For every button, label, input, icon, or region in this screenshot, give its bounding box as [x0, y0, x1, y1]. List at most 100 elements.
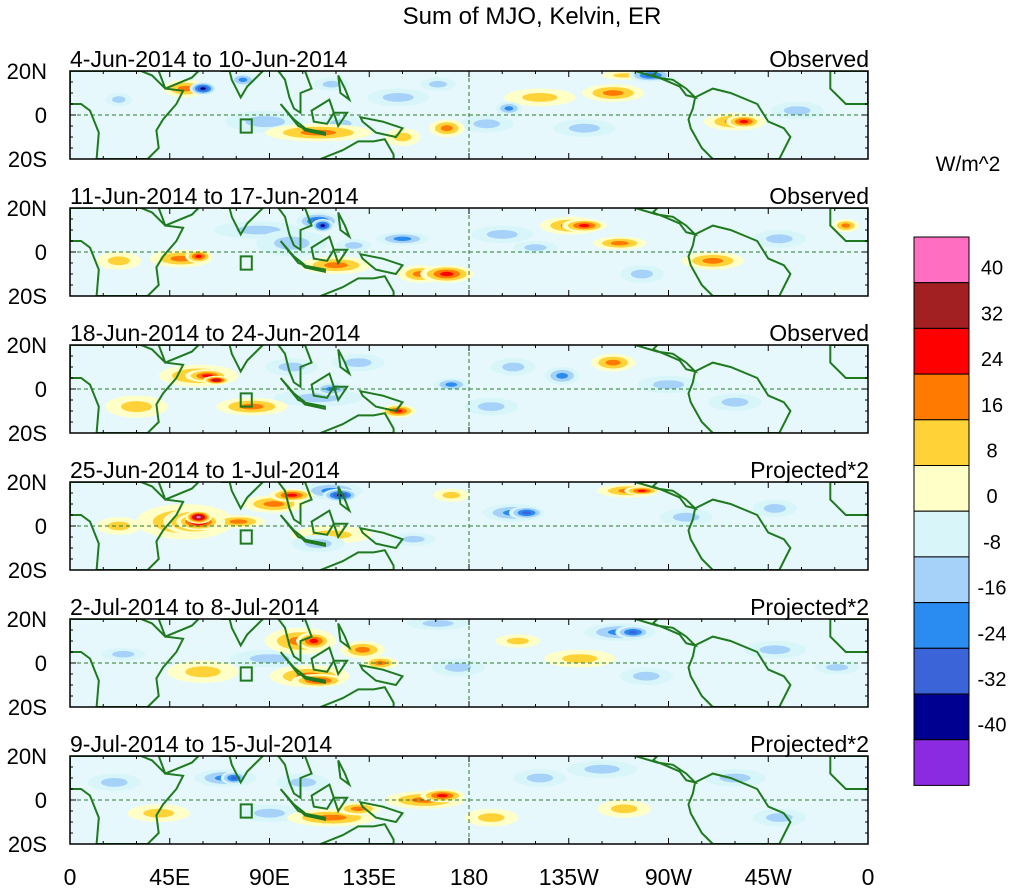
positive-anomaly: [195, 254, 202, 258]
negative-anomaly: [249, 654, 290, 663]
coastline: [70, 756, 185, 844]
longitude-label: 90W: [645, 864, 693, 889]
latitude-label: 0: [35, 651, 47, 676]
map-panel: 20N 0 20S 4-Jun-2014 to 10-Jun-2014 Observed: [7, 46, 869, 172]
colorbar-swatch: [913, 419, 970, 466]
latitude-label: 20N: [7, 744, 47, 769]
colorbar-swatch: [913, 282, 970, 329]
coastline: [310, 509, 335, 536]
negative-anomaly: [556, 372, 568, 379]
negative-anomaly: [526, 773, 554, 783]
coastline: [332, 248, 349, 266]
coastline: [332, 385, 349, 403]
positive-anomaly: [522, 93, 558, 102]
negative-anomaly: [112, 650, 135, 658]
panel-date-range: 9-Jul-2014 to 15-Jul-2014: [70, 731, 332, 757]
colorbar-label: -40: [978, 715, 1007, 737]
coastline: [310, 646, 335, 673]
coastlines: [70, 756, 868, 844]
positive-anomaly: [107, 521, 130, 531]
coastline: [310, 235, 335, 262]
negative-anomaly: [344, 242, 363, 249]
positive-anomaly: [702, 257, 724, 264]
negative-anomaly: [238, 77, 248, 83]
coastline: [332, 659, 349, 677]
coastline: [635, 345, 699, 374]
map-panel: 20N 0 20S 9-Jul-2014 to 15-Jul-2014 Projecte…: [7, 731, 869, 857]
negative-anomaly: [322, 80, 341, 88]
latitude-label: 20N: [7, 333, 47, 358]
coastline: [299, 263, 326, 274]
coastline: [687, 772, 792, 844]
coastline: [299, 537, 326, 548]
longitude-label: 45E: [149, 864, 190, 889]
latitude-label: 20S: [8, 832, 47, 857]
negative-anomaly: [101, 778, 128, 787]
negative-anomaly: [486, 230, 518, 239]
map-panels: 20N 0 20S 4-Jun-2014 to 10-Jun-2014 Observed…: [7, 46, 869, 857]
negative-anomaly: [473, 119, 501, 129]
coastline: [332, 111, 349, 129]
figure-title: Sum of MJO, Kelvin, ER: [403, 3, 662, 30]
positive-anomaly: [477, 813, 505, 822]
map-panel: 20N 0 20S 2-Jul-2014 to 8-Jul-2014 Projected…: [7, 594, 869, 720]
positive-anomaly: [637, 489, 647, 492]
colorbar-label: 24: [981, 349, 1003, 371]
positive-anomaly: [196, 516, 201, 519]
colorbar-swatch: [913, 602, 970, 649]
colorbar-swatch: [913, 327, 970, 375]
colorbar-swatch: [913, 693, 970, 741]
longitude-label: 135W: [539, 864, 599, 889]
coastline: [157, 619, 201, 638]
coastline: [358, 389, 405, 413]
coastline: [829, 482, 868, 516]
positive-anomaly: [436, 794, 448, 798]
coastline: [332, 522, 349, 540]
coastline: [299, 811, 326, 822]
panel-date-range: 11-Jun-2014 to 17-Jun-2014: [70, 183, 359, 209]
positive-anomaly: [355, 646, 370, 653]
positive-anomaly: [263, 501, 285, 507]
negative-anomaly: [630, 269, 654, 279]
colorbar-swatch: [913, 556, 970, 604]
positive-anomaly: [602, 90, 624, 96]
positive-anomaly: [841, 223, 851, 228]
negative-anomaly: [254, 808, 285, 818]
panel-date-range: 4-Jun-2014 to 10-Jun-2014: [70, 46, 348, 72]
colorbar-swatch: [913, 739, 970, 786]
coastlines: [70, 619, 868, 707]
longitude-label: 180: [450, 864, 488, 889]
negative-anomaly: [429, 80, 447, 88]
coastline: [635, 619, 699, 648]
coastline: [635, 208, 699, 237]
coastline: [358, 663, 405, 687]
coastline: [70, 619, 185, 707]
coastline: [220, 71, 265, 100]
negative-anomaly: [200, 87, 206, 90]
coastline: [687, 87, 792, 159]
latitude-label: 20N: [7, 59, 47, 84]
positive-anomaly: [309, 638, 319, 644]
latitude-label: 20S: [8, 421, 47, 446]
map-panel: 20N 0 20S 11-Jun-2014 to 17-Jun-2014 Observe…: [7, 183, 869, 309]
negative-anomaly: [759, 645, 791, 655]
negative-anomaly: [719, 773, 751, 783]
negative-anomaly: [320, 224, 325, 227]
negative-anomaly: [445, 382, 458, 387]
negative-anomaly: [393, 236, 412, 241]
coastline: [277, 756, 313, 800]
latitude-label: 0: [35, 377, 47, 402]
colorbar-label: 16: [981, 395, 1003, 417]
region-box: [239, 529, 253, 545]
positive-anomaly: [107, 256, 130, 266]
negative-anomaly: [245, 116, 285, 128]
coastline: [310, 98, 335, 125]
coastline: [220, 208, 265, 237]
negative-anomaly: [783, 106, 811, 115]
region-box: [239, 666, 253, 682]
panel-status: Projected*2: [750, 731, 869, 757]
panel-status: Observed: [769, 320, 869, 346]
coastline: [157, 482, 201, 501]
positive-anomaly: [610, 241, 629, 246]
coastline: [829, 619, 868, 653]
